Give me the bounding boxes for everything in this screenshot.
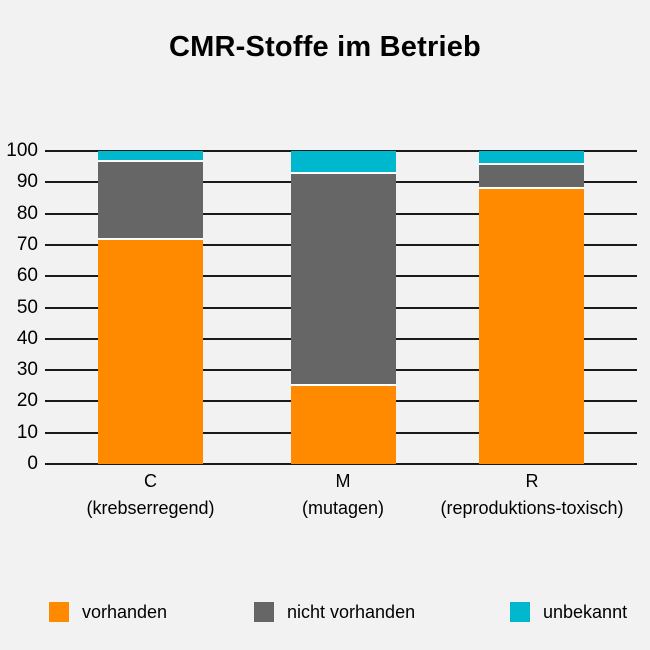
y-tick-label-50: 50 xyxy=(16,296,38,318)
legend-swatch-nicht-vorhanden xyxy=(254,602,274,622)
category-label: R xyxy=(525,471,539,491)
plot-area xyxy=(45,150,637,465)
chart-title: CMR-Stoffe im Betrieb xyxy=(169,31,481,63)
legend-swatch-unbekannt xyxy=(510,602,530,622)
y-tick-label-0: 0 xyxy=(27,453,38,474)
bar-m xyxy=(291,151,396,464)
bar-c-segment-nicht-vorhanden xyxy=(98,161,203,241)
legend-item-vorhanden: vorhanden xyxy=(49,600,167,624)
category-sublabel: (krebserregend) xyxy=(86,498,215,518)
legend: vorhanden nicht vorhanden unbekannt xyxy=(0,600,650,626)
y-tick-label-80: 80 xyxy=(16,202,38,224)
y-tick-label-70: 70 xyxy=(16,233,38,255)
bar-c-segment-vorhanden xyxy=(98,240,203,464)
category-sublabel: (reproduktions-toxisch) xyxy=(440,498,624,518)
y-tick-label-40: 40 xyxy=(16,327,38,349)
legend-label-nicht-vorhanden: nicht vorhanden xyxy=(287,601,416,622)
bar-r-segment-vorhanden xyxy=(479,188,584,464)
x-axis-label-c: C (krebserregend) xyxy=(86,468,214,522)
y-tick-label-30: 30 xyxy=(16,359,38,381)
bar-c xyxy=(98,151,203,464)
bar-m-segment-unbekannt xyxy=(291,151,396,175)
legend-item-unbekannt: unbekannt xyxy=(510,600,627,624)
y-tick-label-60: 60 xyxy=(16,265,38,287)
x-axis-label-m: M (mutagen) xyxy=(302,468,384,522)
x-axis-label-r: R (reproduktions-toxisch) xyxy=(440,468,623,522)
bar-c-segment-unbekannt xyxy=(98,151,203,162)
category-label: M xyxy=(335,471,351,491)
gridline-0 xyxy=(45,463,637,465)
legend-swatch-vorhanden xyxy=(49,602,69,622)
bar-r-segment-nicht-vorhanden xyxy=(479,165,584,189)
y-tick-label-100: 100 xyxy=(6,140,38,161)
legend-label-vorhanden: vorhanden xyxy=(82,601,168,622)
bar-r-segment-unbekannt xyxy=(479,151,584,166)
y-tick-label-20: 20 xyxy=(16,390,38,412)
x-axis: C (krebserregend) M (mutagen) R (reprodu… xyxy=(45,468,637,528)
y-tick-label-90: 90 xyxy=(16,171,38,193)
y-tick-label-10: 10 xyxy=(16,421,38,443)
bar-m-segment-nicht-vorhanden xyxy=(291,174,396,386)
category-label: C xyxy=(144,471,157,491)
bar-m-segment-vorhanden xyxy=(291,385,396,464)
gridline-100 xyxy=(45,150,637,152)
legend-item-nicht-vorhanden: nicht vorhanden xyxy=(254,600,415,624)
bar-r xyxy=(479,151,584,464)
legend-label-unbekannt: unbekannt xyxy=(543,601,628,622)
category-sublabel: (mutagen) xyxy=(301,498,385,518)
y-axis: 0 10 20 30 40 50 60 70 80 90 100 xyxy=(0,140,38,474)
